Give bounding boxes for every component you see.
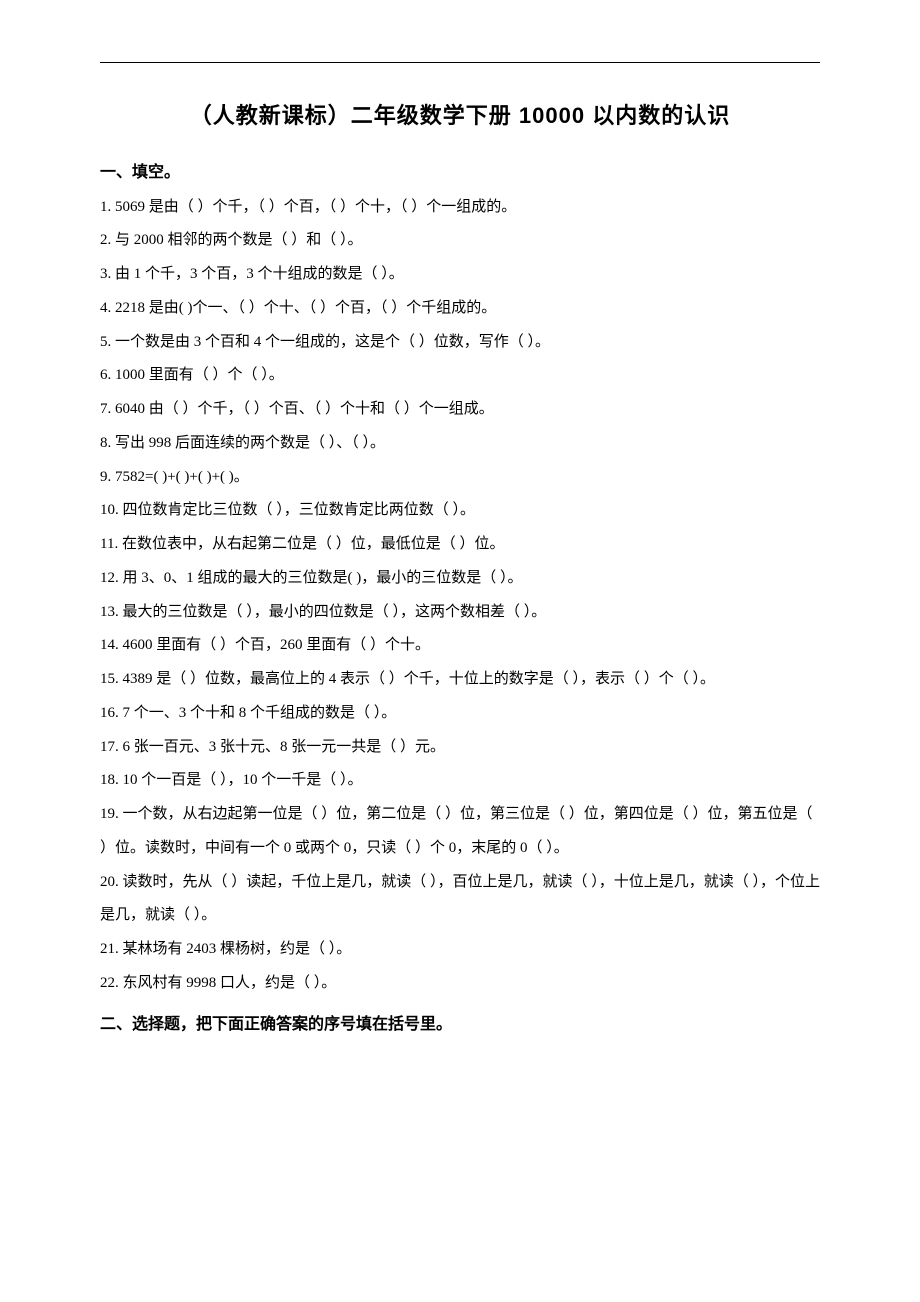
question-15: 15. 4389 是（ ）位数，最高位上的 4 表示（ ）个千，十位上的数字是（… <box>100 663 820 697</box>
doc-title: （人教新课标）二年级数学下册 10000 以内数的认识 <box>100 91 820 141</box>
question-17: 17. 6 张一百元、3 张十元、8 张一元一共是（ ）元。 <box>100 731 820 765</box>
question-7: 7. 6040 由（ ）个千，（ ）个百、（ ）个十和（ ）个一组成。 <box>100 393 820 427</box>
question-19: 19. 一个数，从右边起第一位是（ ）位，第二位是（ ）位，第三位是（ ）位，第… <box>100 798 820 866</box>
question-13: 13. 最大的三位数是（ ），最小的四位数是（ ），这两个数相差（ ）。 <box>100 596 820 630</box>
question-16: 16. 7 个一、3 个十和 8 个千组成的数是（ ）。 <box>100 697 820 731</box>
question-10: 10. 四位数肯定比三位数（ ），三位数肯定比两位数（ ）。 <box>100 494 820 528</box>
question-4: 4. 2218 是由( )个一、（ ）个十、（ ）个百，（ ）个千组成的。 <box>100 292 820 326</box>
question-14: 14. 4600 里面有（ ）个百，260 里面有（ ）个十。 <box>100 629 820 663</box>
question-6: 6. 1000 里面有（ ）个（ ）。 <box>100 359 820 393</box>
question-9: 9. 7582=( )+( )+( )+( )。 <box>100 461 820 495</box>
question-1: 1. 5069 是由（ ）个千，（ ）个百，（ ）个十，（ ）个一组成的。 <box>100 191 820 225</box>
question-21: 21. 某林场有 2403 棵杨树，约是（ ）。 <box>100 933 820 967</box>
section-2-heading: 二、选择题，把下面正确答案的序号填在括号里。 <box>100 1007 820 1043</box>
top-rule <box>100 62 820 63</box>
page: （人教新课标）二年级数学下册 10000 以内数的认识 一、填空。 1. 506… <box>0 0 920 1302</box>
question-3: 3. 由 1 个千，3 个百，3 个十组成的数是（ ）。 <box>100 258 820 292</box>
question-2: 2. 与 2000 相邻的两个数是（ ）和（ ）。 <box>100 224 820 258</box>
question-5: 5. 一个数是由 3 个百和 4 个一组成的，这是个（ ）位数，写作（ ）。 <box>100 326 820 360</box>
question-22: 22. 东风村有 9998 口人，约是（ ）。 <box>100 967 820 1001</box>
question-12: 12. 用 3、0、1 组成的最大的三位数是( )，最小的三位数是（ ）。 <box>100 562 820 596</box>
question-20: 20. 读数时，先从（ ）读起，千位上是几，就读（ ），百位上是几，就读（ ），… <box>100 866 820 934</box>
section-1-heading: 一、填空。 <box>100 155 820 191</box>
question-18: 18. 10 个一百是（ ），10 个一千是（ ）。 <box>100 764 820 798</box>
question-8: 8. 写出 998 后面连续的两个数是（ ）、（ ）。 <box>100 427 820 461</box>
question-11: 11. 在数位表中，从右起第二位是（ ）位，最低位是（ ）位。 <box>100 528 820 562</box>
